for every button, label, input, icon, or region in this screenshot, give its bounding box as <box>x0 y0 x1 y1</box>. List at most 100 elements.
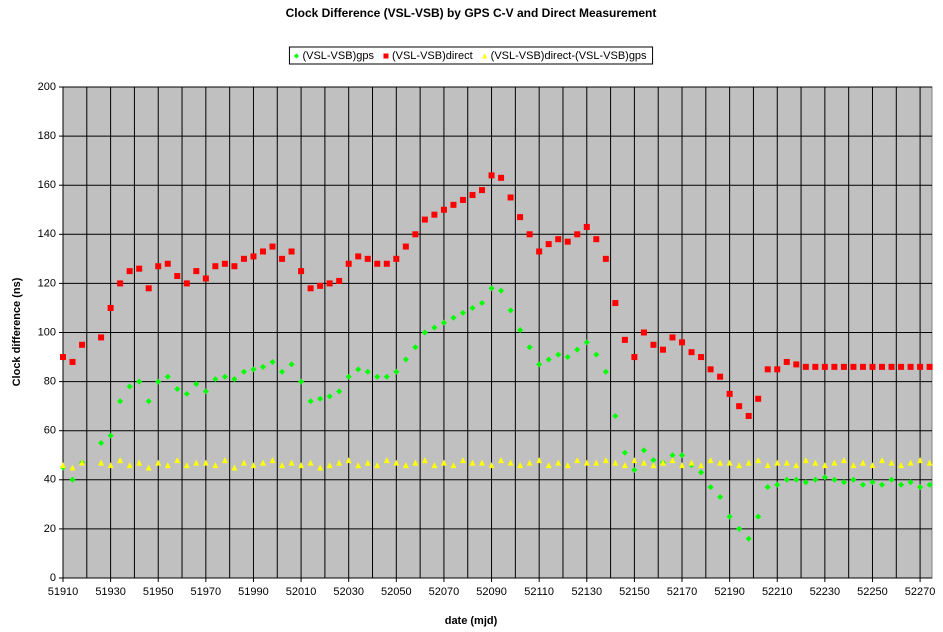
point <box>164 462 171 469</box>
point <box>107 432 114 439</box>
point <box>250 253 257 260</box>
point <box>259 248 266 255</box>
point <box>383 457 390 464</box>
point <box>602 368 609 375</box>
point <box>783 459 790 466</box>
point <box>679 452 686 459</box>
point <box>202 459 209 466</box>
point <box>183 390 190 397</box>
point <box>669 452 676 459</box>
point <box>107 304 114 311</box>
point <box>69 358 76 365</box>
y-tick-label: 160 <box>38 179 56 191</box>
point <box>764 484 771 491</box>
point <box>850 462 857 469</box>
point <box>117 398 124 405</box>
point <box>117 280 124 287</box>
point <box>507 459 514 466</box>
point <box>126 268 133 275</box>
x-tick-label: 52130 <box>571 586 602 598</box>
point <box>202 275 209 282</box>
point <box>336 459 343 466</box>
point <box>564 462 571 469</box>
point <box>488 285 495 292</box>
point <box>526 344 533 351</box>
point <box>450 201 457 208</box>
point <box>593 351 600 358</box>
point <box>764 462 771 469</box>
point <box>126 462 133 469</box>
point <box>850 363 857 370</box>
point <box>831 459 838 466</box>
point <box>202 388 209 395</box>
point <box>421 216 428 223</box>
point <box>869 363 876 370</box>
point <box>755 395 762 402</box>
point <box>393 459 400 466</box>
point <box>355 366 362 373</box>
point <box>374 373 381 380</box>
point <box>821 474 828 481</box>
point <box>69 464 76 471</box>
point <box>469 192 476 199</box>
point <box>221 260 228 267</box>
point <box>326 280 333 287</box>
point <box>498 174 505 181</box>
point <box>164 373 171 380</box>
point <box>288 361 295 368</box>
point <box>479 187 486 194</box>
point <box>145 464 152 471</box>
point <box>821 462 828 469</box>
point <box>745 412 752 419</box>
point <box>383 373 390 380</box>
point <box>136 265 143 272</box>
x-tick-label: 52030 <box>333 586 364 598</box>
point <box>783 476 790 483</box>
point <box>621 449 628 456</box>
point <box>174 457 181 464</box>
point <box>640 459 647 466</box>
point <box>774 481 781 488</box>
point <box>183 280 190 287</box>
point <box>517 327 524 334</box>
x-tick-label: 52170 <box>667 586 698 598</box>
point <box>821 363 828 370</box>
point <box>536 361 543 368</box>
point <box>907 479 914 486</box>
point <box>698 354 705 361</box>
point <box>888 363 895 370</box>
point <box>612 412 619 419</box>
point <box>364 459 371 466</box>
point <box>774 459 781 466</box>
point <box>898 481 905 488</box>
point <box>555 236 562 243</box>
point <box>336 277 343 284</box>
point <box>459 457 466 464</box>
point <box>802 479 809 486</box>
point <box>60 462 66 469</box>
point <box>469 304 476 311</box>
point <box>231 464 238 471</box>
x-tick-label: 52190 <box>714 586 745 598</box>
point <box>926 459 933 466</box>
point <box>317 395 324 402</box>
point <box>126 383 133 390</box>
point <box>926 481 933 488</box>
point <box>221 373 228 380</box>
point <box>879 363 886 370</box>
point <box>612 300 619 307</box>
point <box>888 459 895 466</box>
point <box>840 457 847 464</box>
point <box>545 356 552 363</box>
point <box>583 223 590 230</box>
point <box>107 462 114 469</box>
point <box>317 464 324 471</box>
point <box>298 268 305 275</box>
x-tick-label: 51970 <box>191 586 222 598</box>
x-axis-label: date (mjd) <box>445 615 498 627</box>
point <box>440 459 447 466</box>
point <box>526 231 533 238</box>
point <box>736 525 743 532</box>
point <box>98 459 105 466</box>
point <box>879 481 886 488</box>
